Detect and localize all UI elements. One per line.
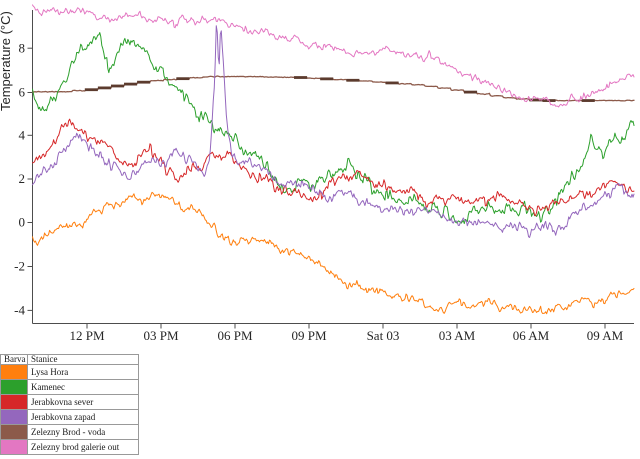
svg-text:2: 2 — [19, 171, 26, 186]
svg-text:0: 0 — [19, 215, 26, 230]
svg-text:12 PM: 12 PM — [69, 328, 104, 343]
svg-text:-2: -2 — [14, 259, 25, 274]
svg-text:Temperature (°C): Temperature (°C) — [0, 11, 13, 111]
svg-text:06 AM: 06 AM — [513, 328, 550, 343]
svg-text:03 PM: 03 PM — [143, 328, 178, 343]
svg-text:-4: -4 — [14, 303, 25, 318]
svg-text:09 PM: 09 PM — [291, 328, 326, 343]
svg-text:03 AM: 03 AM — [439, 328, 476, 343]
svg-text:Sat 03: Sat 03 — [367, 328, 400, 343]
svg-text:09 AM: 09 AM — [587, 328, 624, 343]
svg-text:06 PM: 06 PM — [217, 328, 252, 343]
svg-text:6: 6 — [19, 85, 26, 100]
svg-text:8: 8 — [19, 40, 26, 55]
svg-text:4: 4 — [19, 127, 26, 142]
